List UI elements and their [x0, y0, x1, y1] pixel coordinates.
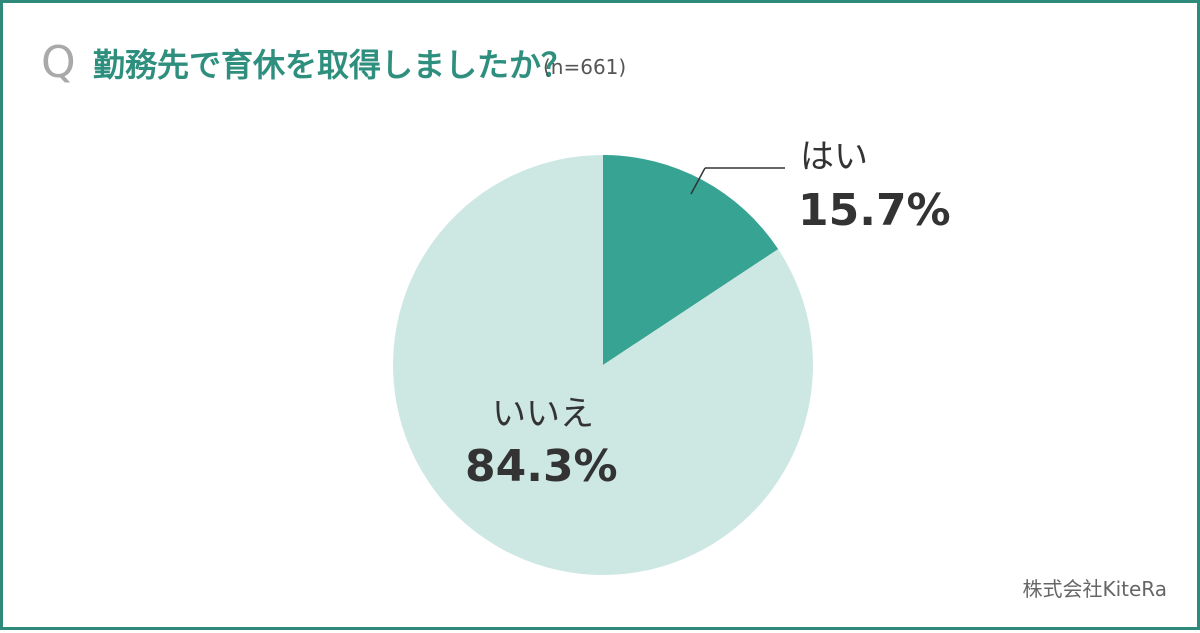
credit-text: 株式会社KiteRa: [1022, 577, 1167, 601]
slice-label-no-value: 84.3%: [465, 441, 618, 492]
leader-line-yes: [690, 167, 706, 195]
sample-size: (n=661): [543, 55, 627, 79]
pie-slice-yes: [603, 155, 779, 365]
pie-chart: はい 15.7% いいえ 84.3%: [393, 137, 951, 575]
slice-label-no-name: いいえ: [492, 394, 594, 434]
pie-slices: [393, 155, 814, 575]
slice-label-yes-name: はい: [800, 137, 868, 177]
slice-label-yes-value: 15.7%: [798, 185, 951, 236]
chart-title: 勤務先で育休を取得しましたか？: [93, 46, 574, 84]
pie-slice-no: [393, 155, 814, 575]
question-mark-icon: Q: [41, 37, 76, 88]
